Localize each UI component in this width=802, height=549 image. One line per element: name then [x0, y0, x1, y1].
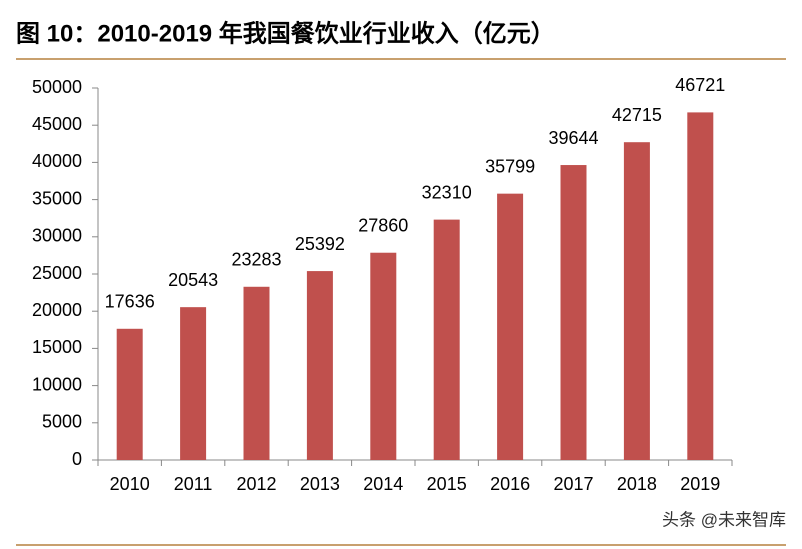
bar [243, 286, 270, 460]
data-label: 35799 [485, 156, 535, 176]
y-tick-label: 45000 [32, 114, 82, 134]
y-tick-label: 50000 [32, 77, 82, 97]
data-label: 39644 [548, 128, 598, 148]
data-label: 46721 [675, 75, 725, 95]
y-tick-label: 20000 [32, 300, 82, 320]
data-label: 25392 [295, 234, 345, 254]
y-tick-label: 0 [72, 449, 82, 469]
x-tick-label: 2014 [363, 474, 403, 494]
x-tick-label: 2015 [427, 474, 467, 494]
data-label: 23283 [231, 250, 281, 270]
bar [560, 165, 587, 460]
x-tick-label: 2013 [300, 474, 340, 494]
bar [687, 112, 714, 461]
x-tick-label: 2019 [680, 474, 720, 494]
x-tick-label: 2017 [553, 474, 593, 494]
bar [180, 307, 207, 460]
y-tick-label: 10000 [32, 374, 82, 394]
y-tick-label: 15000 [32, 337, 82, 357]
data-label: 32310 [422, 182, 472, 202]
bar [306, 271, 333, 460]
x-tick-label: 2012 [236, 474, 276, 494]
bar [370, 252, 397, 460]
y-tick-label: 25000 [32, 263, 82, 283]
data-label: 42715 [612, 105, 662, 125]
chart-title: 图 10：2010-2019 年我国餐饮业行业收入（亿元） [16, 19, 555, 47]
watermark: 头条 @未来智库 [662, 510, 786, 529]
x-tick-label: 2010 [110, 474, 150, 494]
y-tick-label: 5000 [42, 412, 82, 432]
x-tick-label: 2011 [174, 474, 213, 494]
data-label: 20543 [168, 270, 218, 290]
bar [497, 193, 524, 460]
bar [433, 219, 460, 460]
y-tick-label: 40000 [32, 151, 82, 171]
data-label: 27860 [358, 215, 408, 235]
bar [116, 328, 143, 460]
bar [623, 142, 650, 461]
y-tick-label: 30000 [32, 226, 82, 246]
y-tick-label: 35000 [32, 188, 82, 208]
x-tick-label: 2018 [617, 474, 657, 494]
data-label: 17636 [105, 292, 155, 312]
x-tick-label: 2016 [490, 474, 530, 494]
